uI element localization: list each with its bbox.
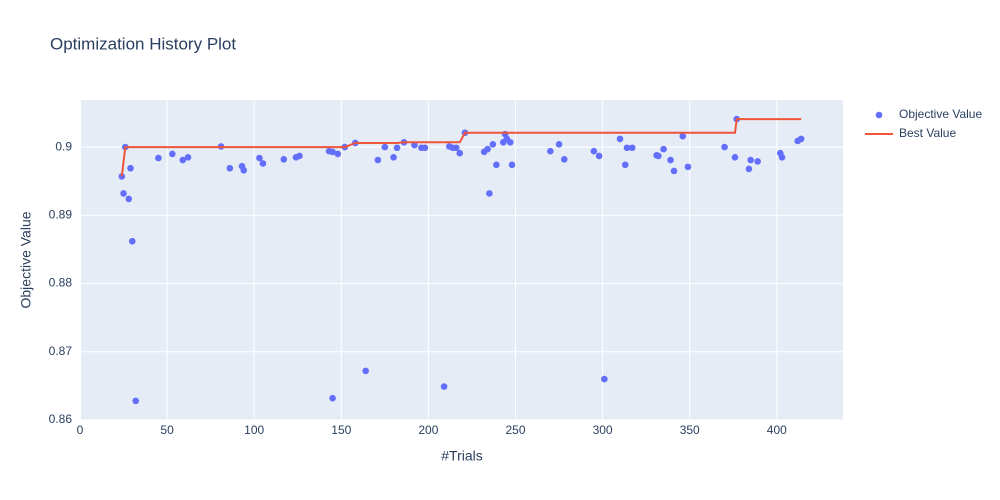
point (120, 190, 127, 197)
point (679, 132, 687, 140)
y-tick-label: 0.87 (49, 344, 73, 358)
chart-title: Optimization History Plot (50, 34, 236, 53)
x-tick-label: 300 (593, 423, 613, 437)
point (155, 154, 162, 162)
point (590, 147, 598, 155)
point (240, 166, 248, 174)
point (660, 145, 667, 153)
point (411, 141, 418, 149)
point (508, 161, 516, 169)
point (169, 150, 176, 158)
point (296, 152, 303, 160)
point (489, 141, 497, 148)
point (440, 383, 448, 390)
point (484, 145, 491, 153)
point (684, 163, 692, 171)
point (547, 147, 554, 155)
point (127, 164, 134, 172)
point (623, 144, 631, 152)
point (329, 148, 336, 156)
grid (79, 100, 843, 421)
point (621, 161, 629, 169)
point (259, 160, 267, 167)
point (374, 156, 382, 164)
point (329, 394, 336, 402)
point (797, 135, 805, 143)
point (362, 367, 369, 375)
point (132, 397, 140, 405)
x-tick-label: 100 (244, 423, 264, 437)
point (128, 237, 136, 245)
y-tick-label: 0.86 (49, 412, 73, 426)
point (226, 164, 234, 172)
point (655, 152, 662, 160)
point (506, 139, 514, 146)
point (721, 143, 728, 151)
legend-label: Objective Value (899, 107, 982, 121)
point (184, 154, 192, 161)
point (393, 144, 401, 152)
point (280, 156, 288, 163)
point (381, 143, 389, 151)
point (616, 135, 624, 143)
x-tick-label: 400 (767, 423, 787, 437)
y-tick-label: 0.88 (49, 276, 73, 290)
point (601, 375, 608, 383)
point (421, 144, 429, 152)
x-tick-label: 350 (680, 423, 700, 437)
point (731, 154, 739, 161)
x-axis-title: #Trials (441, 448, 483, 464)
y-tick-label: 0.89 (49, 207, 73, 221)
point (456, 149, 464, 157)
point (493, 161, 500, 169)
x-tick-label: 0 (77, 423, 84, 437)
point (125, 195, 133, 203)
point (560, 156, 568, 163)
point (452, 144, 460, 152)
y-tick-label: 0.9 (55, 139, 72, 153)
x-tick-label: 200 (418, 423, 438, 437)
x-tick-label: 50 (160, 423, 174, 437)
x-tick-label: 150 (331, 423, 351, 437)
legend-swatch (875, 111, 883, 119)
point (334, 150, 342, 158)
point (747, 156, 754, 164)
point (754, 158, 761, 165)
point (778, 154, 786, 161)
point (667, 156, 674, 164)
legend-label: Best Value (899, 126, 956, 140)
point (595, 152, 603, 160)
best-value-line (120, 118, 802, 177)
y-axis-title: Objective Value (18, 211, 34, 308)
point (555, 141, 563, 148)
x-tick-label: 250 (505, 423, 525, 437)
point (628, 144, 636, 152)
point (256, 154, 263, 162)
marks (118, 115, 805, 405)
point (486, 190, 493, 197)
point (670, 167, 678, 175)
point (390, 154, 397, 161)
point (118, 173, 126, 180)
point (745, 165, 753, 173)
point (179, 156, 187, 164)
